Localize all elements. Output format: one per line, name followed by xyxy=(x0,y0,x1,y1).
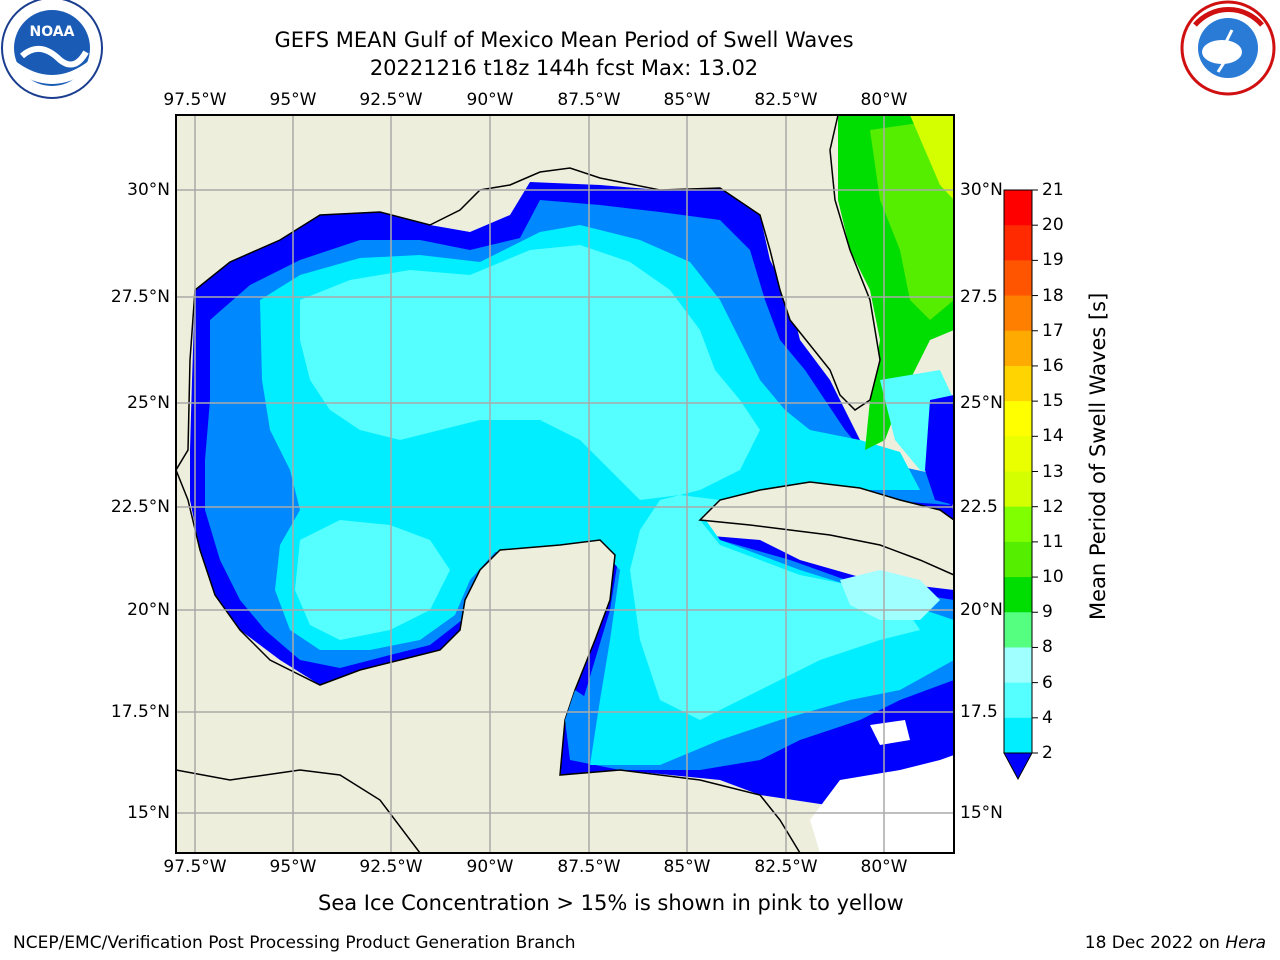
colorbar-tick-label: 16 xyxy=(1042,355,1064,376)
sea-ice-note: Sea Ice Concentration > 15% is shown in … xyxy=(318,891,904,915)
footer-date-text: 18 Dec 2022 on xyxy=(1084,933,1226,953)
lat-tick-right: 25°N xyxy=(960,393,1003,413)
footer-date: 18 Dec 2022 on Hera xyxy=(1085,933,1266,953)
lat-tick-right: 22.5 xyxy=(960,497,998,517)
chart-title: GEFS MEAN Gulf of Mexico Mean Period of … xyxy=(274,28,854,52)
nodata-patch xyxy=(810,755,954,853)
colorbar-segment xyxy=(1004,541,1032,578)
land-yucatan-fill xyxy=(565,690,590,760)
land-cuba xyxy=(698,481,954,576)
gulf-field-8-9s-caribbean xyxy=(840,570,940,620)
map-frame xyxy=(175,114,955,854)
lon-tick-top: 97.5°W xyxy=(163,90,227,110)
lon-tick-top: 82.5°W xyxy=(754,90,818,110)
colorbar-segment xyxy=(1004,365,1032,402)
colorbar-tick-label: 20 xyxy=(1042,215,1064,236)
lon-tick-top: 92.5°W xyxy=(359,90,423,110)
colorbar-segment xyxy=(1004,577,1032,613)
colorbar-segment xyxy=(1004,682,1032,719)
lon-tick-top: 90°W xyxy=(466,90,514,110)
footer-branch: NCEP/EMC/Verification Post Processing Pr… xyxy=(13,933,576,953)
colorbar-tick-label: 8 xyxy=(1042,637,1053,658)
colorbar-tick-label: 13 xyxy=(1042,461,1064,482)
colorbar-tick-label: 9 xyxy=(1042,602,1053,623)
land-central-america-cap xyxy=(176,769,421,853)
colorbar-tick-label: 4 xyxy=(1042,707,1053,728)
colorbar-tick-label: 2 xyxy=(1042,743,1053,763)
lat-tick-right: 20°N xyxy=(960,600,1003,620)
land-mexico xyxy=(176,469,801,853)
colorbar-tick-label: 11 xyxy=(1042,531,1064,552)
lon-tick-top: 85°W xyxy=(663,90,711,110)
lon-tick-top: 87.5°W xyxy=(557,90,621,110)
lon-tick-bottom: 95°W xyxy=(269,857,317,877)
colorbar-tick-label: 15 xyxy=(1042,391,1064,412)
colorbar-segment xyxy=(1004,647,1032,684)
colorbar-segment xyxy=(1004,225,1032,261)
lon-tick-bottom: 87.5°W xyxy=(557,857,621,877)
colorbar-segment xyxy=(1004,401,1032,437)
lon-tick-bottom: 92.5°W xyxy=(359,857,423,877)
colorbar-tick-label: 6 xyxy=(1042,672,1053,693)
colorbar-segment xyxy=(1004,471,1032,508)
lon-tick-bottom: 85°W xyxy=(663,857,711,877)
colorbar-label: Mean Period of Swell Waves [s] xyxy=(1086,292,1110,620)
lat-tick-right: 15°N xyxy=(960,803,1003,823)
colorbar-tick-label: 19 xyxy=(1042,250,1064,271)
lon-tick-top: 95°W xyxy=(269,90,317,110)
nodata-patch-2 xyxy=(870,720,910,745)
colorbar-tick-label: 21 xyxy=(1042,180,1064,200)
chart-subtitle: 20221216 t18z 144h fcst Max: 13.02 xyxy=(369,56,759,80)
colorbar-segment xyxy=(1004,260,1032,297)
lat-tick-left: 15°N xyxy=(127,803,170,823)
graticule xyxy=(176,115,954,853)
lon-tick-bottom: 82.5°W xyxy=(754,857,818,877)
lat-tick-left: 27.5°N xyxy=(110,287,170,307)
lon-tick-top: 80°W xyxy=(860,90,908,110)
atlantic-field-bahamas-blue xyxy=(925,395,954,505)
lat-tick-right: 30°N xyxy=(960,180,1003,200)
colorbar-tick-label: 10 xyxy=(1042,567,1064,588)
lon-tick-bottom: 80°W xyxy=(860,857,908,877)
map-content xyxy=(176,115,954,853)
lat-tick-left: 20°N xyxy=(127,600,170,620)
colorbar-segment xyxy=(1004,506,1032,543)
lat-tick-right: 17.5 xyxy=(960,702,998,722)
colorbar-extension xyxy=(1003,752,1033,781)
lat-tick-left: 30°N xyxy=(127,180,170,200)
colorbar-segment xyxy=(1004,612,1032,648)
colorbar-segment xyxy=(1004,295,1032,332)
colorbar-tick-label: 17 xyxy=(1042,320,1064,341)
colorbar-tick-label: 18 xyxy=(1042,285,1064,306)
atlantic-field-yellowgreen xyxy=(910,115,954,200)
lat-tick-right: 27.5 xyxy=(960,287,998,307)
colorbar-segment xyxy=(1004,717,1032,754)
lat-tick-left: 22.5°N xyxy=(110,497,170,517)
colorbar-tick-label: 14 xyxy=(1042,426,1064,447)
colorbar-segment xyxy=(1004,190,1032,226)
colorbar-segment xyxy=(1004,330,1032,367)
colorbar-tick-label: 12 xyxy=(1042,496,1064,517)
gulf-field-8-9s xyxy=(300,245,920,720)
colorbar-segment xyxy=(1004,436,1032,472)
footer-host: Hera xyxy=(1225,933,1266,953)
lon-tick-bottom: 97.5°W xyxy=(163,857,227,877)
colorbar xyxy=(1003,189,1038,781)
lat-tick-left: 17.5°N xyxy=(110,702,170,722)
lat-tick-left: 25°N xyxy=(127,393,170,413)
lon-tick-bottom: 90°W xyxy=(466,857,514,877)
